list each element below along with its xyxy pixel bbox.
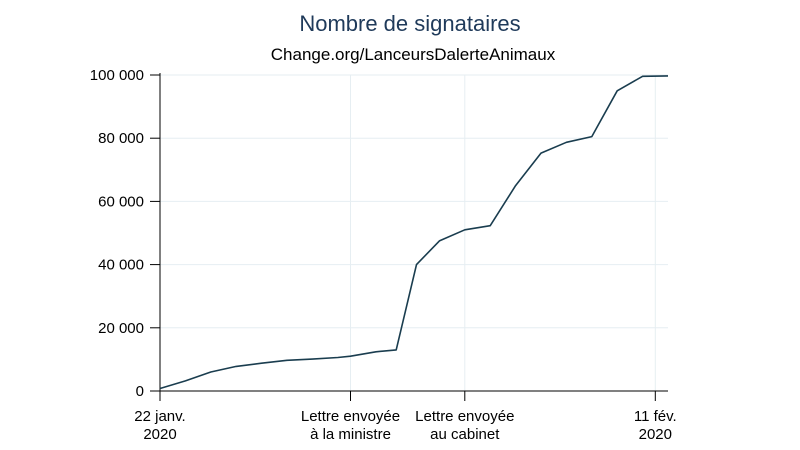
signatures-line (159, 75, 669, 390)
x-tick-label: 22 janv. 2020 (134, 408, 185, 443)
y-tick-label: 60 000 (98, 193, 144, 210)
axis-layer: 0 20 000 40 000 60 000 80 000 100 000 22 janv.… (90, 67, 677, 443)
grid-layer (159, 74, 668, 392)
x-tick-label: Lettre envoyée à la ministre (301, 408, 400, 443)
chart-title: Nombre de signataires (299, 11, 520, 36)
x-tick-label: Lettre envoyée au cabinet (415, 408, 514, 443)
y-tick-label: 0 (136, 383, 144, 400)
y-tick-label: 80 000 (98, 130, 144, 147)
chart-subtitle: Change.org/LanceursDalerteAnimaux (271, 45, 556, 64)
x-tick-label: 11 fév. 2020 (634, 408, 677, 443)
y-tick-label: 100 000 (90, 67, 144, 84)
y-tick-label: 40 000 (98, 257, 144, 274)
y-tick-label: 20 000 (98, 320, 144, 337)
series-layer (159, 75, 669, 390)
